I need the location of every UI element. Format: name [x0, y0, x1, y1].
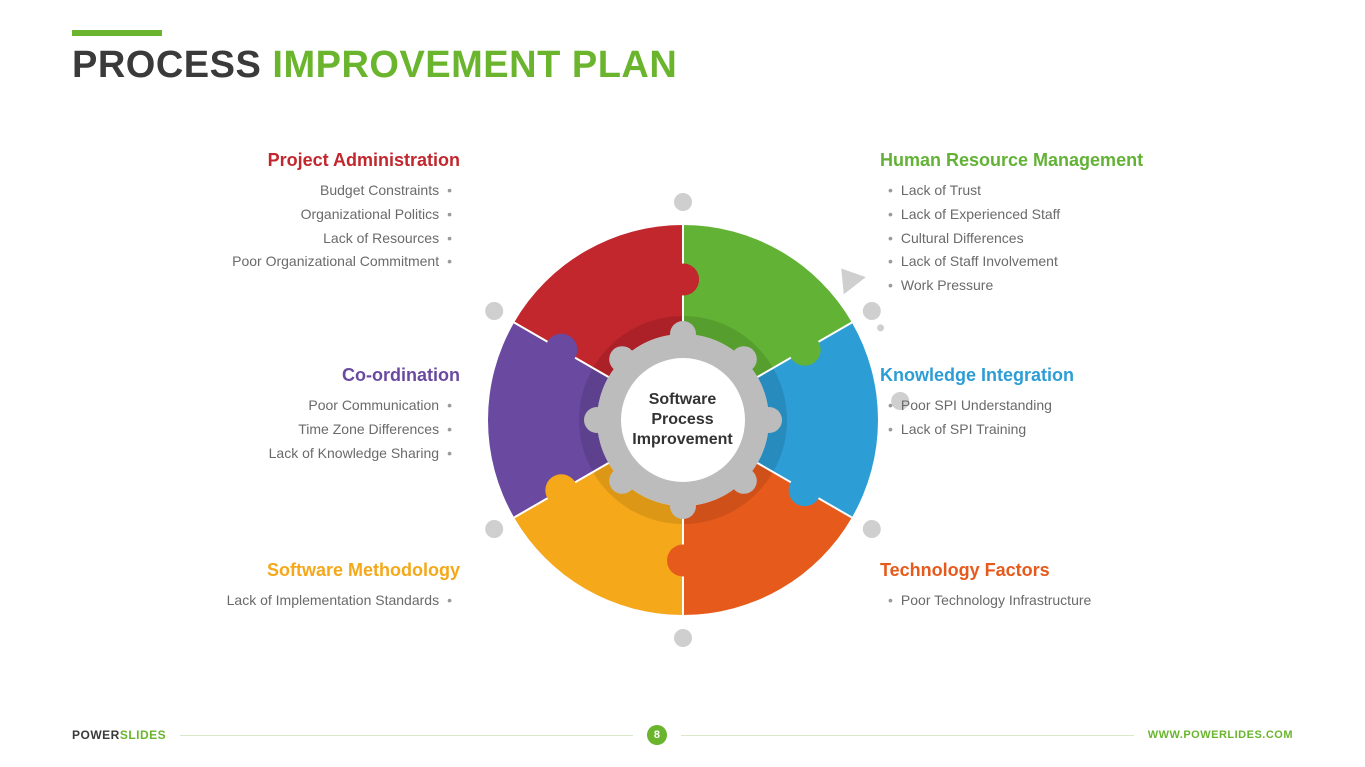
bullet-item: Lack of Implementation Standards [150, 589, 460, 613]
segment-bullets-tech: Poor Technology Infrastructure [880, 589, 1190, 613]
segment-bullets-admin: Budget ConstraintsOrganizational Politic… [150, 179, 460, 274]
bullet-item: Poor Communication [150, 394, 460, 418]
orbit-arrowhead-icon [841, 268, 866, 294]
bullet-item: Lack of Resources [150, 227, 460, 251]
segment-bullets-coord: Poor CommunicationTime Zone DifferencesL… [150, 394, 460, 465]
puzzle-tab-top-method [545, 474, 577, 506]
bullet-item: Lack of Staff Involvement [880, 250, 1190, 274]
segment-label-hr: Human Resource ManagementLack of TrustLa… [880, 150, 1190, 298]
diagram-area: Software Process Improvement Project Adm… [0, 140, 1365, 700]
puzzle-tab-top-hr [788, 334, 820, 366]
bullet-item: Poor Technology Infrastructure [880, 589, 1190, 613]
hub-gear-tooth [670, 321, 696, 347]
segment-label-know: Knowledge Integration Poor SPI Understand… [880, 365, 1190, 442]
segment-bullets-hr: Lack of TrustLack of Experienced StaffCu… [880, 179, 1190, 298]
orbit-dot [862, 302, 880, 320]
footer-divider-right [681, 735, 1134, 736]
segment-label-admin: Project Administration Budget Constraints… [150, 150, 460, 274]
center-line3: Improvement [632, 431, 732, 448]
segment-label-tech: Technology Factors Poor Technology Infras… [880, 560, 1190, 613]
bullet-item: Organizational Politics [150, 203, 460, 227]
orbit-dot [674, 629, 692, 647]
segment-bullets-method: Lack of Implementation Standards [150, 589, 460, 613]
hub-gear-tooth [609, 468, 635, 494]
puzzle-tab-top-tech [667, 545, 699, 577]
segment-title-hr: Human Resource Management [880, 150, 1190, 171]
bullet-item: Lack of Experienced Staff [880, 203, 1190, 227]
center-line2: Process [651, 411, 713, 428]
title-word-green: IMPROVEMENT PLAN [272, 44, 677, 86]
segment-title-method: Software Methodology [150, 560, 460, 581]
bullet-item: Lack of SPI Training [880, 418, 1190, 442]
bullet-item: Lack of Trust [880, 179, 1190, 203]
bullet-item: Work Pressure [880, 274, 1190, 298]
segment-title-coord: Co-ordination [150, 365, 460, 386]
puzzle-tab-top-know [788, 474, 820, 506]
orbit-dot [862, 520, 880, 538]
title-accent-bar [72, 30, 162, 36]
slide-footer: POWERSLIDES 8 WWW.POWERLIDES.COM [72, 725, 1293, 745]
wheel-center-label: Software Process Improvement [623, 390, 743, 450]
bullet-item: Time Zone Differences [150, 418, 460, 442]
footer-brand-dark: POWER [72, 728, 120, 742]
hub-gear-tooth [670, 493, 696, 519]
hub-gear-tooth [584, 407, 610, 433]
puzzle-tab-top-admin [667, 264, 699, 296]
footer-url: WWW.POWERLIDES.COM [1148, 729, 1293, 741]
slide-title: PROCESS IMPROVEMENT PLAN [72, 44, 677, 87]
orbit-dot [674, 193, 692, 211]
footer-brand: POWERSLIDES [72, 728, 166, 742]
footer-divider-left [180, 735, 633, 736]
segment-title-know: Knowledge Integration [880, 365, 1190, 386]
orbit-dot [485, 520, 503, 538]
bullet-item: Cultural Differences [880, 227, 1190, 251]
page-number-badge: 8 [647, 725, 667, 745]
bullet-item: Poor Organizational Commitment [150, 250, 460, 274]
bullet-item: Lack of Knowledge Sharing [150, 442, 460, 466]
segment-bullets-know: Poor SPI UnderstandingLack of SPI Traini… [880, 394, 1190, 442]
segment-label-coord: Co-ordination Poor CommunicationTime Zone… [150, 365, 460, 465]
hub-gear-tooth [730, 468, 756, 494]
puzzle-tab-top-coord [545, 334, 577, 366]
bullet-item: Budget Constraints [150, 179, 460, 203]
hub-gear-tooth [756, 407, 782, 433]
hub-gear-tooth [609, 346, 635, 372]
bullet-item: Poor SPI Understanding [880, 394, 1190, 418]
title-word-dark: PROCESS [72, 44, 261, 86]
segment-label-method: Software Methodology Lack of Implementati… [150, 560, 460, 613]
segment-title-tech: Technology Factors [880, 560, 1190, 581]
center-line1: Software [649, 391, 717, 408]
segment-title-admin: Project Administration [150, 150, 460, 171]
hub-gear-tooth [730, 346, 756, 372]
slide-title-block: PROCESS IMPROVEMENT PLAN [72, 30, 677, 87]
footer-brand-green: SLIDES [120, 728, 166, 742]
orbit-dot [485, 302, 503, 320]
